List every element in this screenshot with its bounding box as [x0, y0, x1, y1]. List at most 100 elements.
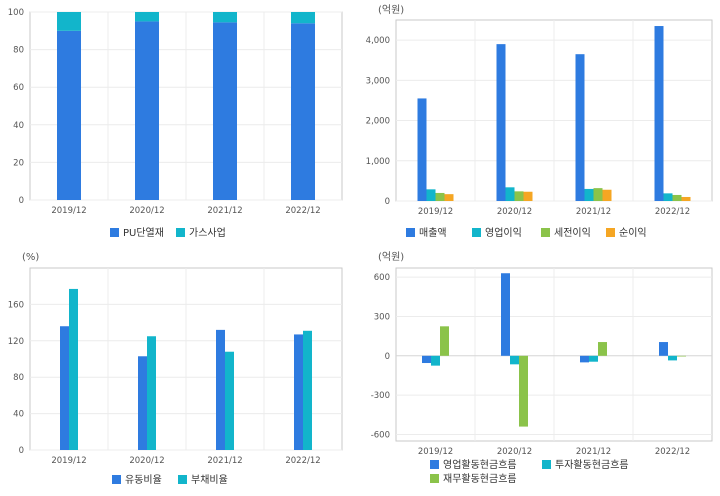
- y-tick-label: 160: [8, 300, 24, 310]
- bar-재무활동현금흐름: [598, 342, 607, 356]
- bar-PU단열재: [213, 22, 237, 201]
- bar-가스사업: [213, 12, 237, 23]
- y-tick-label: 40: [13, 121, 24, 131]
- x-tick-label: 2019/12: [51, 206, 86, 216]
- y-tick-label: -600: [371, 430, 390, 440]
- bar-재무활동현금흐름: [677, 355, 686, 357]
- legend-swatch: [430, 460, 439, 469]
- x-tick-label: 2021/12: [207, 456, 242, 466]
- unit-label: (억원): [378, 251, 404, 263]
- bar-영업이익: [505, 187, 515, 201]
- bar-가스사업: [291, 12, 315, 24]
- x-tick-label: 2020/12: [129, 206, 164, 216]
- legend-label: 부채비율: [191, 474, 228, 486]
- x-tick-label: 2022/12: [285, 456, 320, 466]
- legend-item: 순이익: [606, 227, 647, 239]
- chart-2: 0 1,000 2,000 3,000 4,000 2019/12 2020/12 2021/…: [366, 4, 713, 239]
- y-tick-label: 300: [374, 312, 390, 322]
- bar-부채비율: [303, 330, 312, 450]
- y-tick-label: -300: [371, 391, 390, 401]
- bar-매출액: [496, 44, 506, 202]
- legend-swatch: [176, 228, 185, 237]
- legend-swatch: [541, 228, 550, 237]
- chart-4: -600 -300 0 300 600 2019/12 2020/12 2021/12 2022…: [371, 251, 713, 485]
- y-tick-label: 0: [385, 197, 390, 207]
- legend-item: 부채비율: [178, 474, 228, 486]
- legend-swatch: [406, 228, 415, 237]
- y-tick-label: 0: [385, 352, 390, 362]
- bar-투자활동현금흐름: [668, 355, 677, 361]
- bar-영업이익: [663, 193, 673, 201]
- y-tick-label: 0: [19, 196, 24, 206]
- bar-매출액: [575, 54, 585, 201]
- legend-item: 매출액: [406, 227, 447, 239]
- legend-swatch: [112, 475, 121, 484]
- bar-매출액: [417, 98, 427, 201]
- bar-PU단열재: [57, 30, 81, 200]
- x-tick-label: 2019/12: [418, 447, 453, 457]
- bar-영업이익: [426, 189, 436, 201]
- y-tick-label: 600: [374, 273, 390, 283]
- legend-item: 유동비율: [112, 474, 162, 486]
- y-tick-label: 100: [8, 8, 24, 18]
- legend-item: 영업이익: [472, 226, 522, 239]
- bar-순이익: [681, 196, 691, 201]
- x-tick-label: 2019/12: [418, 207, 453, 217]
- bar-부채비율: [147, 336, 156, 450]
- bar-가스사업: [135, 12, 159, 22]
- bar-매출액: [654, 26, 664, 202]
- bar-재무활동현금흐름: [519, 355, 528, 427]
- legend-item: 가스사업: [176, 226, 226, 239]
- legend-item: PU단열재: [110, 227, 164, 239]
- bar-영업활동현금흐름: [501, 273, 510, 356]
- x-tick-label: 2021/12: [207, 206, 242, 216]
- bar-투자활동현금흐름: [589, 355, 598, 362]
- bar-순이익: [602, 189, 612, 201]
- bar-PU단열재: [291, 23, 315, 201]
- bar-PU단열재: [135, 21, 159, 201]
- legend-swatch: [606, 228, 615, 237]
- legend-label: 영업이익: [485, 226, 522, 239]
- y-tick-label: 0: [19, 446, 24, 456]
- y-tick-label: 3,000: [366, 76, 390, 86]
- bar-투자활동현금흐름: [510, 355, 519, 365]
- x-tick-label: 2021/12: [576, 447, 611, 457]
- legend-swatch: [110, 228, 119, 237]
- legend-item: 세전이익: [541, 227, 591, 239]
- y-tick-label: 60: [13, 83, 24, 93]
- chart-1: 0 20 40 60 80 100 2019/12 2020/12 2021/12 2022/12…: [8, 8, 343, 239]
- legend-item: 영업활동현금흐름: [430, 458, 517, 471]
- bar-세전이익: [514, 191, 524, 201]
- bar-세전이익: [672, 194, 682, 201]
- legend-label: 영업활동현금흐름: [443, 458, 517, 471]
- bar-영업활동현금흐름: [422, 355, 431, 364]
- bar-세전이익: [435, 192, 445, 201]
- bar-유동비율: [138, 356, 147, 450]
- legend-label: 재무활동현금흐름: [443, 472, 517, 485]
- legend-label: 세전이익: [554, 227, 591, 239]
- x-tick-label: 2022/12: [655, 447, 690, 457]
- legend-label: 투자활동현금흐름: [555, 458, 629, 471]
- y-tick-label: 40: [13, 410, 24, 420]
- y-tick-label: 4,000: [366, 36, 390, 46]
- legend-swatch: [472, 228, 481, 237]
- bar-순이익: [523, 191, 533, 201]
- legend-swatch: [430, 474, 439, 483]
- x-tick-label: 2019/12: [51, 456, 86, 466]
- bar-가스사업: [57, 12, 81, 31]
- unit-label: (%): [22, 252, 39, 263]
- legend-label: 유동비율: [125, 474, 162, 486]
- x-tick-label: 2022/12: [655, 207, 690, 217]
- bar-세전이익: [593, 188, 603, 201]
- bar-부채비율: [69, 288, 78, 450]
- bar-부채비율: [225, 351, 234, 450]
- bar-순이익: [444, 194, 454, 201]
- y-tick-label: 120: [8, 337, 24, 347]
- legend-item: 투자활동현금흐름: [542, 458, 629, 471]
- unit-label: (억원): [378, 4, 404, 16]
- legend-swatch: [542, 460, 551, 469]
- y-tick-label: 20: [13, 158, 24, 168]
- bar-영업활동현금흐름: [659, 342, 668, 356]
- bar-유동비율: [60, 326, 69, 450]
